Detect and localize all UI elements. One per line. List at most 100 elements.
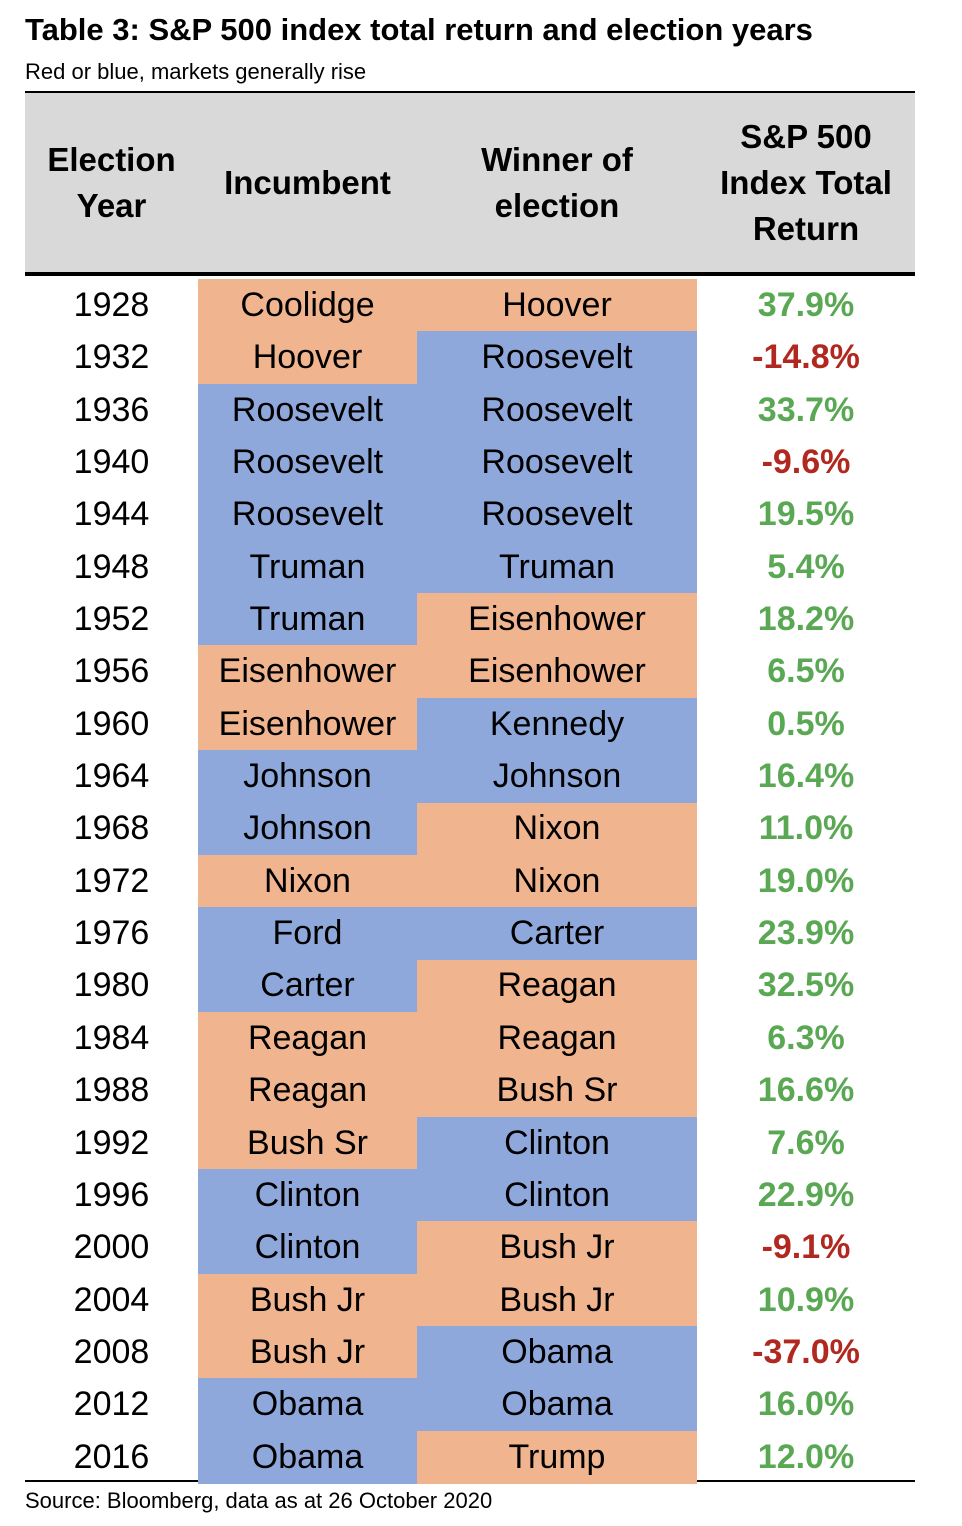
return-cell: 6.5% [767,652,845,691]
header-cell: Election Year [25,93,198,273]
year-cell: 1936 [73,390,150,429]
return-cell: 16.0% [757,1385,855,1424]
winner-cell: Obama [417,1378,697,1432]
incumbent-cell: Clinton [198,1168,417,1222]
header-line: Return [752,210,860,247]
incumbent-cell: Johnson [198,750,417,803]
incumbent-cell: Truman [198,540,417,594]
return-cell: 0.5% [767,704,845,743]
header-line: Winner of [481,141,633,178]
year-cell: 1980 [73,966,150,1005]
incumbent-cell: Roosevelt [198,383,417,437]
incumbent-cell: Clinton [198,1221,417,1275]
winner-cell: Bush Jr [417,1273,697,1327]
incumbent-cell: Eisenhower [198,645,417,699]
return-cell: 12.0% [757,1437,855,1476]
winner-cell: Reagan [417,959,697,1013]
header-line: S&P 500 [740,118,872,155]
incumbent-cell: Obama [198,1378,417,1432]
year-cell: 1992 [73,1123,150,1162]
header-cell: Winner of election [417,93,697,273]
year-cell: 1956 [73,652,150,691]
incumbent-cell: Bush Jr [198,1273,417,1327]
header-cell: Incumbent [198,93,417,273]
return-cell: 33.7% [757,390,855,429]
title: Table 3: S&P 500 index total return and … [25,12,813,47]
incumbent-cell: Obama [198,1430,417,1484]
winner-cell: Carter [417,907,697,961]
header-line: Incumbent [224,164,391,201]
top-rule [25,91,915,93]
incumbent-cell: Truman [198,593,417,646]
incumbent-cell: Carter [198,959,417,1013]
return-cell: 23.9% [757,914,855,953]
winner-cell: Obama [417,1326,697,1379]
winner-cell: Johnson [417,750,697,803]
incumbent-cell: Bush Jr [198,1326,417,1379]
incumbent-cell: Hoover [198,331,417,385]
return-cell: 16.6% [757,1071,855,1110]
winner-cell: Truman [417,540,697,594]
return-cell: 6.3% [767,1018,845,1057]
header-line: election [494,187,620,224]
winner-cell: Kennedy [417,697,697,751]
year-cell: 1972 [73,861,150,900]
winner-cell: Clinton [417,1168,697,1222]
year-cell: 1944 [73,495,150,534]
header-cell: S&P 500 Index Total Return [697,93,915,273]
winner-cell: Hoover [417,279,697,332]
header-rule [25,272,915,276]
year-cell: 2004 [73,1280,150,1319]
header-line: Election [47,141,176,178]
return-cell: -37.0% [752,1332,860,1371]
year-cell: 1976 [73,914,150,953]
incumbent-cell: Johnson [198,802,417,856]
incumbent-cell: Eisenhower [198,697,417,751]
incumbent-cell: Reagan [198,1011,417,1065]
winner-cell: Bush Jr [417,1221,697,1275]
winner-cell: Bush Sr [417,1064,697,1118]
return-cell: -14.8% [752,338,860,377]
year-cell: 1948 [73,547,150,586]
header-line: Index Total [720,164,892,201]
return-cell: 16.4% [757,757,855,796]
return-cell: 22.9% [757,1175,855,1214]
year-cell: 1952 [73,600,150,639]
year-cell: 1996 [73,1175,150,1214]
year-cell: 1928 [73,285,150,324]
return-cell: 37.9% [757,285,855,324]
return-cell: 5.4% [767,547,845,586]
winner-cell: Nixon [417,854,697,908]
source: Source: Bloomberg, data as at 26 October… [25,1488,493,1513]
incumbent-cell: Roosevelt [198,488,417,542]
year-cell: 2000 [73,1228,150,1267]
winner-cell: Eisenhower [417,593,697,646]
year-cell: 1964 [73,757,150,796]
winner-cell: Nixon [417,802,697,856]
header-line: Year [76,187,147,224]
year-cell: 1940 [73,442,150,481]
year-cell: 2012 [73,1385,150,1424]
year-cell: 1932 [73,338,150,377]
return-cell: 19.0% [757,861,855,900]
return-cell: 10.9% [757,1280,855,1319]
incumbent-cell: Reagan [198,1064,417,1118]
winner-cell: Roosevelt [417,331,697,385]
year-cell: 1984 [73,1018,150,1057]
return-cell: -9.6% [761,442,851,481]
winner-cell: Trump [417,1430,697,1484]
winner-cell: Roosevelt [417,383,697,437]
return-cell: 32.5% [757,966,855,1005]
year-cell: 2008 [73,1332,150,1371]
year-cell: 1960 [73,704,150,743]
header-background [25,93,915,273]
winner-cell: Roosevelt [417,436,697,489]
return-cell: 19.5% [757,495,855,534]
year-cell: 1988 [73,1071,150,1110]
winner-cell: Reagan [417,1011,697,1065]
return-cell: 18.2% [757,600,855,639]
year-cell: 1968 [73,809,150,848]
winner-cell: Eisenhower [417,645,697,699]
return-cell: -9.1% [761,1228,851,1267]
